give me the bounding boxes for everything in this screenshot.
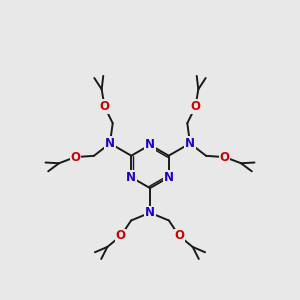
Text: O: O <box>190 100 200 113</box>
Text: N: N <box>105 137 115 150</box>
Text: O: O <box>70 151 80 164</box>
Text: N: N <box>185 137 195 150</box>
Text: O: O <box>116 230 126 242</box>
Text: N: N <box>145 206 155 219</box>
Text: N: N <box>145 138 155 152</box>
Text: O: O <box>220 151 230 164</box>
Text: O: O <box>174 230 184 242</box>
Text: O: O <box>100 100 110 113</box>
Text: N: N <box>164 171 174 184</box>
Text: N: N <box>126 171 136 184</box>
